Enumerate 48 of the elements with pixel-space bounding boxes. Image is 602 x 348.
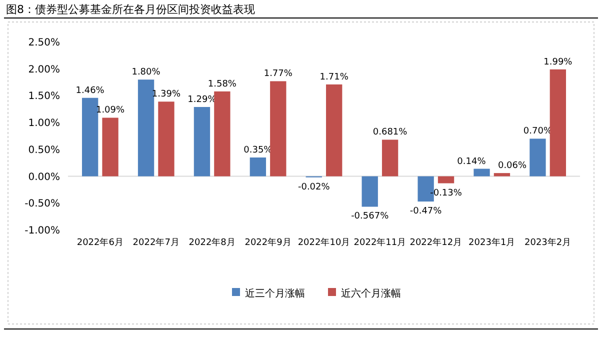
- bar: [530, 138, 546, 176]
- data-label: 1.77%: [264, 69, 293, 80]
- chart-title: 图8：债券型公募基金所在各月份区间投资收益表现: [6, 3, 255, 16]
- y-tick-label: -0.50%: [24, 198, 60, 210]
- data-label: 1.58%: [208, 79, 237, 90]
- bar: [362, 176, 378, 207]
- y-tick-label: 0.00%: [28, 172, 60, 183]
- x-tick-label: 2022年10月: [298, 237, 350, 248]
- bar: [102, 118, 118, 176]
- bar: [158, 102, 174, 176]
- x-tick-label: 2023年2月: [524, 237, 572, 248]
- data-label: -0.47%: [410, 206, 442, 217]
- bar: [550, 69, 566, 176]
- y-tick-label: 2.50%: [28, 38, 60, 48]
- bar: [138, 80, 154, 176]
- data-label: -0.567%: [351, 212, 390, 222]
- data-label: 1.80%: [132, 68, 161, 78]
- y-tick-label: 1.50%: [28, 91, 60, 102]
- bar: [270, 81, 286, 176]
- bar: [326, 84, 342, 176]
- y-tick-label: 1.00%: [28, 118, 60, 130]
- legend-label: 近六个月涨幅: [341, 288, 401, 300]
- bar: [438, 176, 454, 184]
- legend-label: 近三个月涨幅: [245, 288, 305, 300]
- data-label: 0.14%: [457, 156, 486, 167]
- x-tick-label: 2023年1月: [468, 237, 516, 248]
- x-tick-label: 2022年7月: [132, 237, 180, 248]
- data-label: -0.02%: [298, 182, 330, 192]
- y-tick-label: 2.00%: [28, 64, 60, 76]
- x-tick-label: 2022年12月: [410, 237, 462, 248]
- bar: [494, 173, 510, 176]
- bar: [474, 168, 490, 176]
- x-tick-label: 2022年11月: [354, 237, 406, 248]
- data-label: 0.681%: [372, 128, 408, 138]
- x-tick-label: 2022年8月: [188, 237, 236, 248]
- data-label: 1.46%: [76, 86, 105, 96]
- y-tick-label: -1.00%: [24, 226, 60, 236]
- x-tick-label: 2022年9月: [244, 237, 292, 248]
- bar: [194, 106, 210, 176]
- y-tick-label: 0.50%: [28, 144, 60, 156]
- bar: [214, 91, 230, 176]
- data-label: 1.71%: [320, 72, 349, 82]
- bar: [382, 140, 398, 176]
- data-label: 1.99%: [544, 57, 573, 68]
- bar: [82, 98, 98, 176]
- data-label: 0.06%: [498, 161, 528, 172]
- bar: [250, 157, 266, 176]
- x-tick-label: 2022年6月: [76, 237, 124, 248]
